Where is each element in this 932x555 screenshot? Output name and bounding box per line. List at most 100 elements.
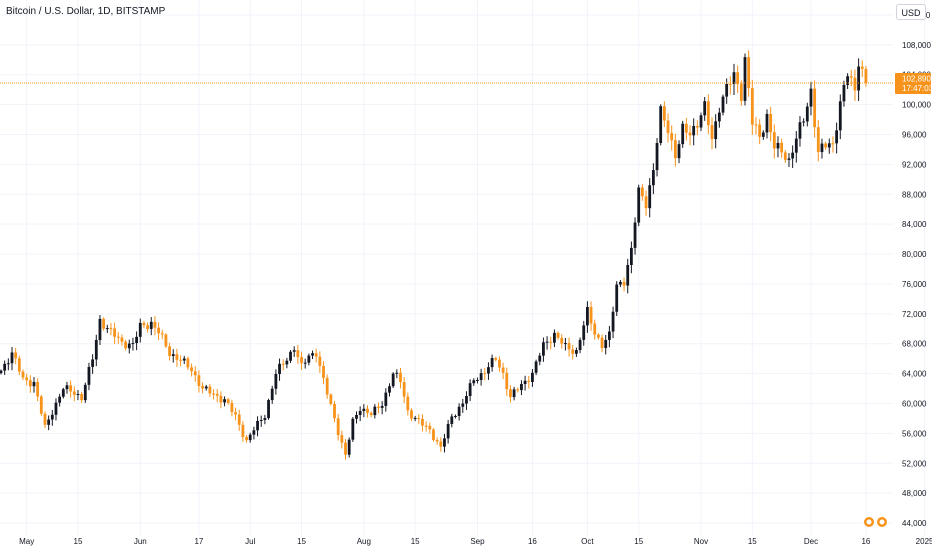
candle-up — [651, 170, 655, 186]
y-tick-label: 64,000 — [902, 370, 927, 379]
candle-up — [98, 318, 102, 340]
candle-up — [677, 144, 681, 159]
candle-up — [307, 355, 311, 363]
candle-up — [358, 411, 362, 415]
candle-down — [116, 336, 120, 338]
candle-up — [380, 405, 384, 408]
candle-up — [857, 66, 861, 91]
candle-up — [805, 106, 809, 122]
candle-up — [465, 396, 468, 404]
candle-up — [373, 406, 377, 416]
candle-down — [739, 84, 743, 101]
candle-up — [311, 353, 314, 356]
candle-down — [226, 399, 230, 404]
candle-down — [549, 341, 553, 343]
y-tick-label: 52,000 — [902, 459, 927, 468]
candle-down — [366, 408, 369, 413]
candle-down — [142, 322, 146, 326]
candle-up — [534, 361, 538, 373]
candle-up — [457, 406, 461, 417]
candle-down — [241, 424, 245, 437]
candle-up — [248, 434, 252, 441]
candle-up — [472, 380, 476, 384]
price-marker-countdown: 17:47:03 — [902, 84, 932, 93]
candle-up — [127, 343, 131, 349]
candle-up — [699, 115, 703, 128]
candle-up — [468, 383, 472, 397]
candle-down — [567, 343, 571, 350]
candle-down — [516, 389, 520, 391]
x-tick-label: Oct — [581, 537, 594, 546]
candle-up — [629, 247, 633, 265]
y-tick-label: 68,000 — [902, 340, 927, 349]
candle-down — [589, 306, 593, 324]
candle-down — [673, 140, 677, 159]
candle-up — [542, 342, 545, 356]
y-tick-label: 84,000 — [902, 220, 927, 229]
candle-up — [681, 123, 685, 145]
candle-up — [76, 393, 80, 395]
y-tick-label: 80,000 — [902, 250, 927, 259]
candle-down — [622, 281, 626, 286]
y-tick-label: 48,000 — [902, 489, 927, 498]
candle-down — [212, 393, 215, 395]
candle-down — [80, 393, 84, 401]
candle-down — [179, 359, 182, 361]
candle-up — [289, 351, 292, 361]
candle-up — [292, 350, 296, 352]
candle-up — [615, 284, 619, 312]
candle-down — [399, 372, 402, 383]
candle-down — [596, 334, 600, 338]
candle-down — [527, 380, 531, 382]
candle-up — [267, 400, 270, 419]
candle-up — [50, 414, 54, 420]
y-tick-label: 88,000 — [902, 190, 927, 199]
chart-title: Bitcoin / U.S. Dollar, 1D, BITSTAMP — [6, 6, 166, 17]
candle-up — [252, 430, 256, 435]
candle-down — [175, 354, 179, 360]
candle-up — [446, 423, 450, 439]
candle-down — [424, 425, 428, 427]
candle-up — [204, 386, 208, 389]
candle-up — [256, 420, 259, 431]
candle-down — [215, 393, 219, 396]
candle-up — [263, 418, 267, 420]
candle-up — [523, 380, 527, 385]
candle-down — [72, 391, 76, 395]
candle-up — [655, 143, 659, 171]
candle-down — [109, 328, 113, 330]
candle-down — [593, 323, 597, 335]
candle-up — [725, 83, 729, 97]
candle-up — [54, 402, 58, 415]
candle-up — [6, 363, 10, 365]
candle-down — [113, 328, 117, 337]
candle-up — [761, 132, 765, 137]
candle-down — [318, 356, 322, 366]
candle-down — [556, 332, 560, 338]
candle-up — [512, 389, 516, 398]
candle-up — [787, 158, 791, 160]
candle-down — [296, 350, 300, 358]
candle-down — [219, 395, 223, 403]
candle-down — [333, 403, 336, 419]
currency-button[interactable]: USD — [896, 4, 926, 20]
candle-up — [395, 372, 399, 374]
candle-down — [758, 124, 762, 137]
x-tick-label: 15 — [411, 537, 420, 546]
candle-up — [454, 416, 457, 418]
candle-down — [600, 337, 604, 348]
candle-down — [728, 83, 732, 85]
candle-up — [278, 363, 281, 374]
candle-down — [21, 371, 25, 378]
candle-down — [684, 123, 688, 133]
candle-down — [28, 380, 32, 387]
candle-up — [659, 106, 663, 144]
candle-up — [846, 76, 850, 85]
candle-up — [582, 325, 586, 340]
candle-down — [494, 358, 498, 360]
candle-up — [743, 57, 747, 101]
candle-down — [43, 413, 47, 425]
candle-up — [413, 417, 417, 419]
candle-down — [560, 337, 564, 344]
candle-down — [157, 327, 160, 334]
